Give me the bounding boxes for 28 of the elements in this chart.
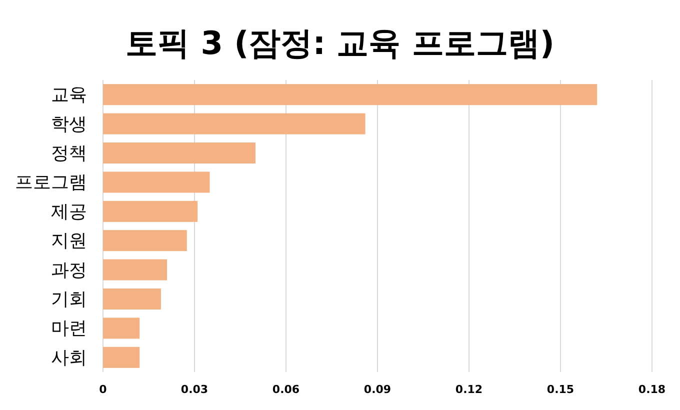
y-tick-label: 학생 — [51, 114, 87, 135]
x-tick-label: 0.18 — [638, 383, 666, 396]
y-tick-label: 제공 — [51, 201, 87, 222]
x-tick-label: 0.03 — [180, 383, 208, 396]
bar — [103, 288, 161, 310]
bar — [103, 346, 140, 368]
x-tick-label: 0.12 — [455, 383, 483, 396]
y-tick-label: 과정 — [51, 260, 87, 281]
bar — [103, 142, 256, 164]
bar — [103, 230, 187, 252]
y-tick-label: 마련 — [51, 318, 87, 340]
bar — [103, 259, 168, 280]
bar — [103, 84, 598, 106]
y-tick-label: 교육 — [51, 84, 87, 106]
y-tick-label: 정책 — [51, 143, 87, 164]
x-tick-label: 0.15 — [546, 383, 574, 396]
x-tick-label: 0 — [99, 383, 108, 396]
bar — [103, 200, 198, 222]
bar — [103, 113, 366, 134]
bar — [103, 172, 210, 193]
y-tick-label: 프로그램 — [15, 172, 87, 194]
y-tick-label: 지원 — [51, 230, 87, 252]
x-tick-label: 0.09 — [364, 383, 392, 396]
bar — [103, 318, 140, 339]
x-tick-label: 0.06 — [272, 383, 300, 396]
y-tick-label: 기회 — [51, 289, 87, 310]
chart-title: 토픽 3 (잠정: 교육 프로그램) — [126, 24, 554, 62]
y-tick-label: 사회 — [51, 347, 87, 368]
